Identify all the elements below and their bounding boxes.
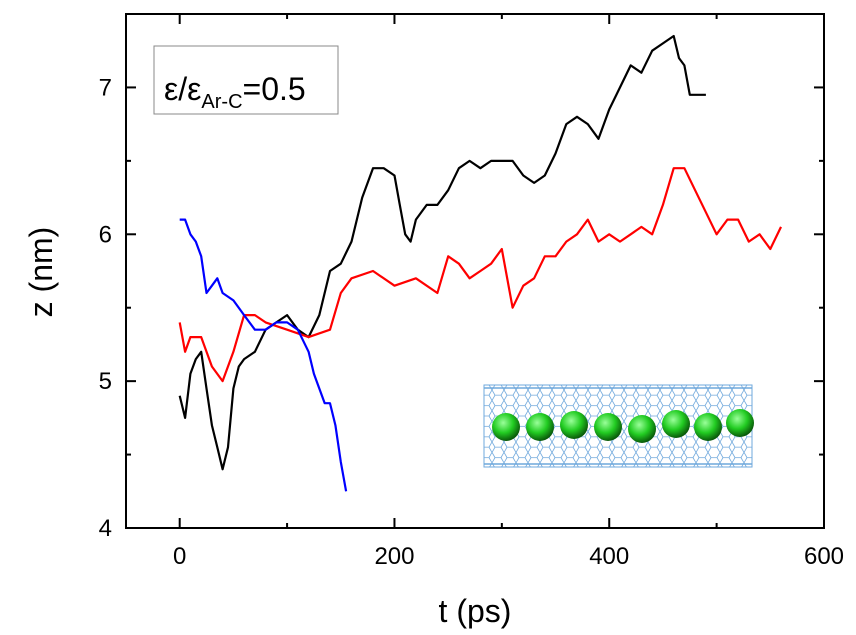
- series-group: [178, 34, 782, 492]
- x-tick-label: 0: [173, 543, 186, 570]
- y-tick-label: 4: [99, 515, 112, 542]
- x-tick-label: 200: [374, 543, 414, 570]
- argon-atom: [662, 410, 690, 438]
- argon-atom: [560, 411, 588, 439]
- svg-text:ε/εAr-C=0.5: ε/εAr-C=0.5: [164, 71, 306, 113]
- annotation-prefix: ε/ε: [164, 71, 201, 107]
- argon-atom: [492, 413, 520, 441]
- inset-nanotube: [483, 384, 754, 468]
- series-line-3: [179, 218, 348, 492]
- x-tick-label: 600: [804, 543, 844, 570]
- y-tick-label: 5: [99, 368, 112, 395]
- y-tick-label: 6: [99, 221, 112, 248]
- annotation-suffix: =0.5: [243, 71, 306, 107]
- annotation-subscript: Ar-C: [201, 91, 242, 113]
- series-line-1: [178, 34, 706, 471]
- argon-atom: [726, 409, 754, 437]
- y-tick-label: 7: [99, 74, 112, 101]
- argon-atom: [526, 413, 554, 441]
- x-tick-label: 400: [589, 543, 629, 570]
- x-axis-title: t (ps): [439, 593, 512, 629]
- y-axis-title: z (nm): [23, 227, 59, 318]
- ticks: 0 200 400 600 4 5 6 7: [99, 13, 844, 570]
- argon-atom: [694, 413, 722, 441]
- plot-frame: [125, 13, 825, 529]
- argon-atom: [594, 413, 622, 441]
- series-line-2: [178, 167, 782, 383]
- epsilon-ratio-annotation: ε/εAr-C=0.5: [153, 45, 339, 115]
- argon-atom: [628, 415, 656, 443]
